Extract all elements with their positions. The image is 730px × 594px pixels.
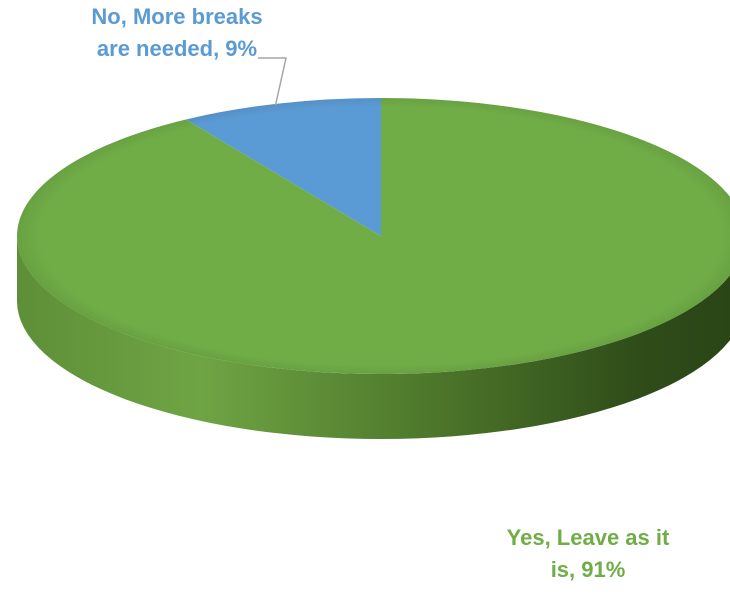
data-label-no: No, More breaks are needed, 9% [91, 4, 287, 106]
data-label-text: Yes, Leave as it is, 91% [507, 525, 670, 582]
data-label-yes: Yes, Leave as it is, 91% [507, 525, 670, 582]
leader-line [258, 57, 287, 106]
label-layer: No, More breaks are needed, 9% Yes, Leave … [91, 4, 670, 582]
pie-top-shading [17, 98, 730, 374]
data-label-text: No, More breaks are needed, 9% [91, 4, 262, 61]
pie-side-wall [17, 236, 730, 439]
pie-layer [17, 98, 730, 439]
